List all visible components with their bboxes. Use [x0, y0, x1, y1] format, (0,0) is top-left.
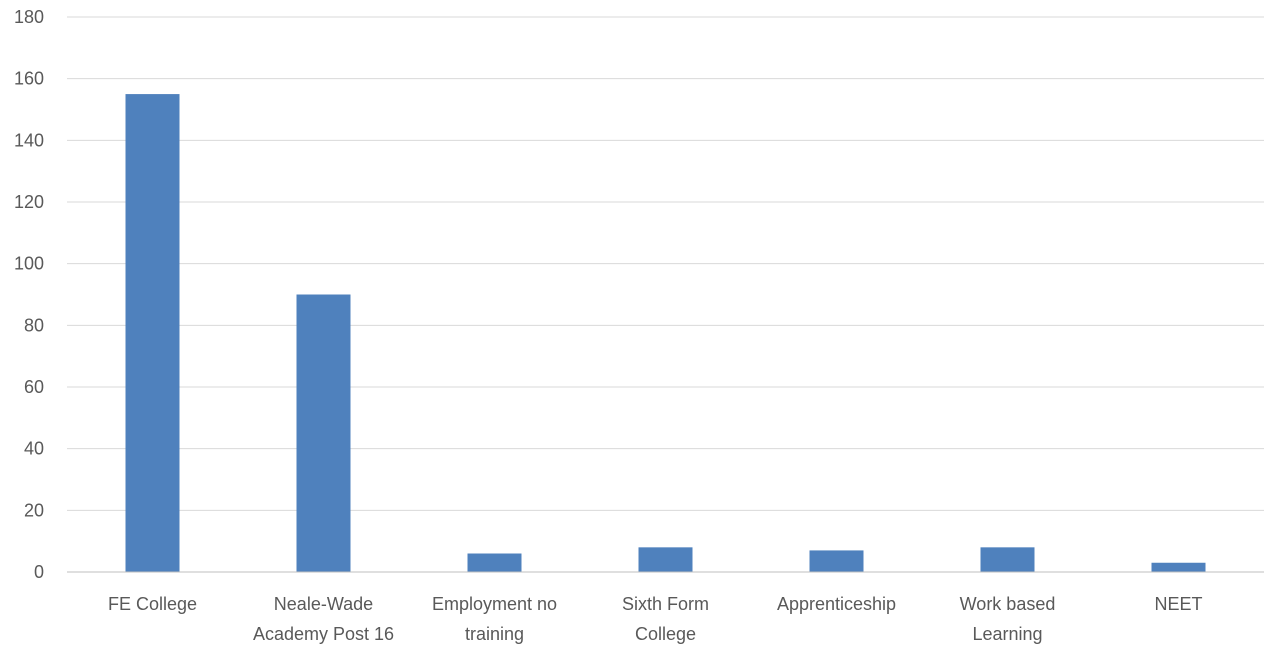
- bar: [980, 547, 1035, 572]
- bar: [125, 94, 180, 572]
- x-category-label-line: Work based: [960, 594, 1056, 614]
- y-axis-tick-labels: 0 20 40 60 80 100 120 140 160 180: [14, 7, 44, 582]
- x-category-label: Work based Learning: [960, 594, 1056, 644]
- x-category-label-line: FE College: [108, 594, 197, 614]
- y-tick-label: 40: [24, 439, 44, 459]
- y-tick-label: 100: [14, 254, 44, 274]
- x-category-label: FE College: [108, 594, 197, 614]
- x-category-label-line: Sixth Form: [622, 594, 709, 614]
- y-tick-label: 60: [24, 377, 44, 397]
- bar: [809, 550, 864, 572]
- bar: [638, 547, 693, 572]
- x-category-label-line: Learning: [972, 624, 1042, 644]
- bar: [467, 553, 522, 572]
- y-tick-label: 160: [14, 69, 44, 89]
- x-category-label-line: Neale-Wade: [274, 594, 373, 614]
- bars: [125, 94, 1206, 572]
- y-tick-label: 80: [24, 315, 44, 335]
- x-category-label: Apprenticeship: [777, 594, 896, 614]
- x-category-label-line: Employment no: [432, 594, 557, 614]
- y-tick-label: 180: [14, 7, 44, 27]
- x-category-label-line: College: [635, 624, 696, 644]
- bar: [296, 294, 351, 572]
- y-tick-label: 120: [14, 192, 44, 212]
- x-axis-category-labels: FE College Neale-Wade Academy Post 16 Emplo…: [108, 594, 1203, 644]
- y-tick-label: 140: [14, 130, 44, 150]
- x-category-label: Sixth Form College: [622, 594, 709, 644]
- bar: [1151, 562, 1206, 572]
- x-category-label-line: Academy Post 16: [253, 624, 394, 644]
- x-category-label-line: NEET: [1154, 594, 1202, 614]
- x-category-label-line: Apprenticeship: [777, 594, 896, 614]
- x-category-label: Neale-Wade Academy Post 16: [253, 594, 394, 644]
- y-tick-label: 20: [24, 500, 44, 520]
- x-category-label: Employment no training: [432, 594, 557, 644]
- x-category-label-line: training: [465, 624, 524, 644]
- y-tick-label: 0: [34, 562, 44, 582]
- gridlines: [67, 16, 1264, 511]
- x-category-label: NEET: [1154, 594, 1202, 614]
